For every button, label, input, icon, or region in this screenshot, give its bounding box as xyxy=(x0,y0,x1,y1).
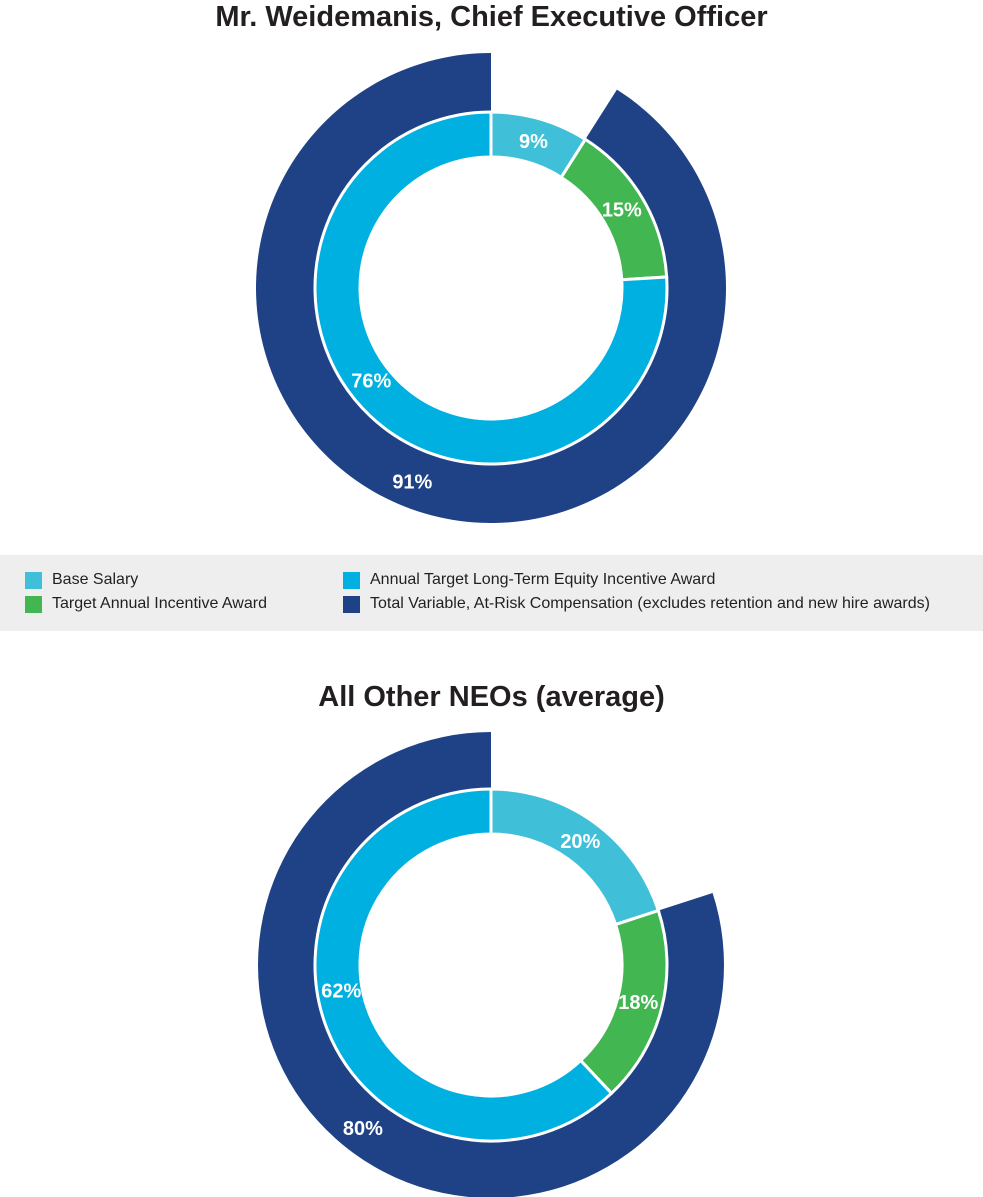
legend-item-base-salary: Base Salary xyxy=(25,571,138,589)
legend-swatch-long-term-equity xyxy=(343,571,360,589)
legend-swatch-total-variable xyxy=(343,595,360,613)
ceo-label-total-variable: 91% xyxy=(392,472,432,494)
legend-item-long-term-equity: Annual Target Long-Term Equity Incentive… xyxy=(343,571,715,589)
neo-label-annual-target-long-term-equity-incentive-award: 62% xyxy=(321,980,361,1002)
neo-donut-chart: 20% 18% 62% 80% xyxy=(258,732,724,1197)
legend-swatch-target-annual-incentive xyxy=(25,595,42,613)
legend-item-target-annual-incentive: Target Annual Incentive Award xyxy=(25,595,267,613)
legend-label-target-annual-incentive: Target Annual Incentive Award xyxy=(52,595,267,612)
legend-label-base-salary: Base Salary xyxy=(52,571,139,588)
ceo-inner-segment-annual-target-long-term-equity-incentive-award xyxy=(313,110,669,466)
neo-label-target-annual-incentive-award: 18% xyxy=(618,992,658,1014)
legend-swatch-base-salary xyxy=(25,571,42,589)
ceo-donut-chart: 9% 15% 76% 91% xyxy=(255,53,726,523)
neo-label-total-variable: 80% xyxy=(343,1118,383,1140)
ceo-chart-title: Mr. Weidemanis, Chief Executive Officer xyxy=(215,1,768,33)
neo-chart-title: All Other NEOs (average) xyxy=(318,681,665,713)
ceo-label-annual-target-long-term-equity-incentive-award: 76% xyxy=(351,371,391,393)
legend-item-total-variable: Total Variable, At-Risk Compensation (ex… xyxy=(343,595,930,613)
neo-inner-segment-base-salary xyxy=(489,787,661,927)
neo-inner-segment-annual-target-long-term-equity-incentive-award xyxy=(313,787,614,1143)
ceo-label-target-annual-incentive-award: 15% xyxy=(602,200,642,222)
legend-label-total-variable: Total Variable, At-Risk Compensation (ex… xyxy=(370,595,930,612)
ceo-label-base-salary: 9% xyxy=(519,131,548,153)
legend-label-long-term-equity: Annual Target Long-Term Equity Incentive… xyxy=(370,571,716,588)
legend: Base Salary Target Annual Incentive Awar… xyxy=(0,555,983,631)
neo-label-base-salary: 20% xyxy=(560,831,600,853)
